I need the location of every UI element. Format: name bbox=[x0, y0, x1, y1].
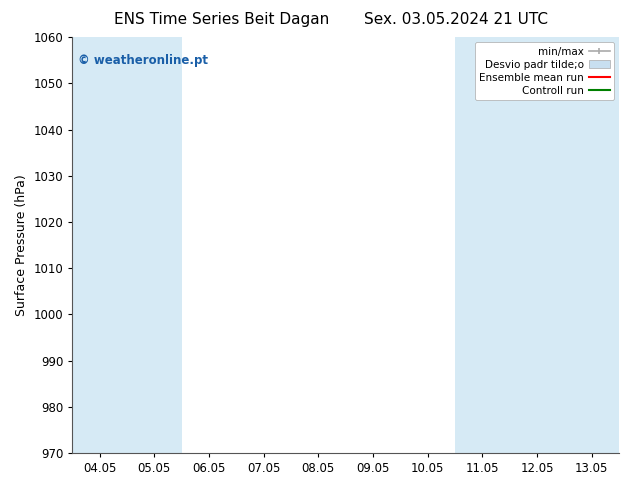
Text: Sex. 03.05.2024 21 UTC: Sex. 03.05.2024 21 UTC bbox=[365, 12, 548, 27]
Bar bbox=[455, 37, 619, 453]
Bar bbox=[72, 37, 182, 453]
Y-axis label: Surface Pressure (hPa): Surface Pressure (hPa) bbox=[15, 174, 28, 316]
Legend: min/max, Desvio padr tilde;o, Ensemble mean run, Controll run: min/max, Desvio padr tilde;o, Ensemble m… bbox=[475, 42, 614, 100]
Text: ENS Time Series Beit Dagan: ENS Time Series Beit Dagan bbox=[114, 12, 330, 27]
Text: © weatheronline.pt: © weatheronline.pt bbox=[78, 54, 208, 67]
